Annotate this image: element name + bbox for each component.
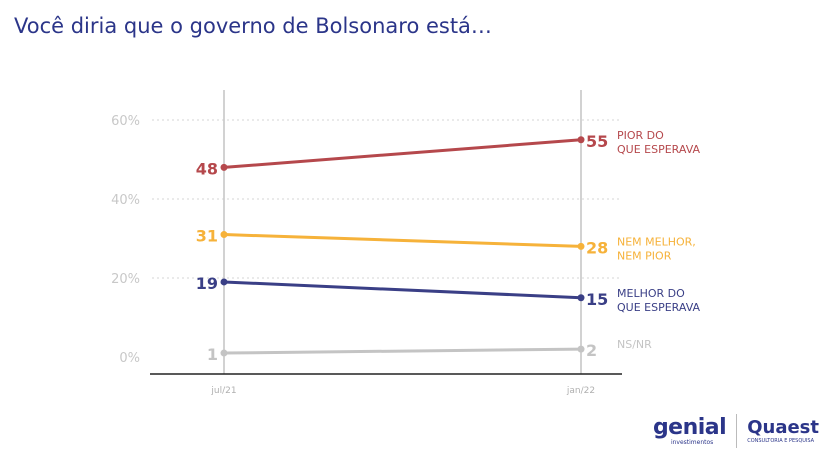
logos: genial investimentos Quaest CONSULTORIA …: [653, 414, 819, 448]
series-label: NS/NR: [617, 338, 652, 351]
series-line: [223, 233, 582, 248]
data-label: 1: [207, 345, 218, 364]
data-label: 28: [586, 238, 608, 257]
data-point: [220, 231, 228, 239]
series-label: QUE ESPERAVA: [617, 143, 701, 156]
series-line: [223, 138, 582, 169]
x-tick-label: jan/22: [566, 386, 595, 396]
x-tick-label: jul/21: [210, 386, 236, 396]
y-tick-label: 20%: [111, 272, 140, 287]
series-line: [223, 280, 582, 300]
data-point: [220, 278, 228, 286]
data-point: [577, 294, 585, 302]
series-label: MELHOR DO: [617, 287, 685, 300]
quaest-logo-sub: CONSULTORIA E PESQUISA: [747, 437, 815, 444]
genial-logo-sub: investimentos: [670, 438, 714, 446]
series-label: NEM PIOR: [617, 249, 672, 262]
data-point: [220, 349, 228, 357]
series-line: [223, 347, 582, 355]
series-label: NEM MELHOR,: [617, 235, 696, 248]
chart-title: Você diria que o governo de Bolsonaro es…: [14, 14, 492, 38]
genial-logo: genial investimentos: [652, 414, 727, 446]
data-label: 19: [196, 274, 218, 293]
quaest-logo-name: Quaest: [747, 416, 819, 438]
y-tick-label: 60%: [111, 114, 140, 129]
data-point: [220, 163, 228, 171]
series-label: PIOR DO: [617, 129, 664, 142]
data-label: 31: [196, 227, 218, 246]
data-label: 55: [586, 132, 608, 151]
y-tick-label: 40%: [111, 193, 140, 208]
data-point: [577, 136, 585, 144]
series-label: QUE ESPERAVA: [617, 301, 701, 314]
data-label: 2: [586, 341, 597, 360]
quaest-logo: Quaest CONSULTORIA E PESQUISA: [747, 416, 819, 445]
data-point: [577, 242, 585, 250]
data-label: 48: [196, 159, 218, 178]
data-point: [577, 345, 585, 353]
genial-logo-name: genial: [652, 414, 727, 440]
y-tick-label: 0%: [119, 351, 140, 366]
logo-divider: [736, 414, 738, 448]
data-label: 15: [586, 290, 608, 309]
